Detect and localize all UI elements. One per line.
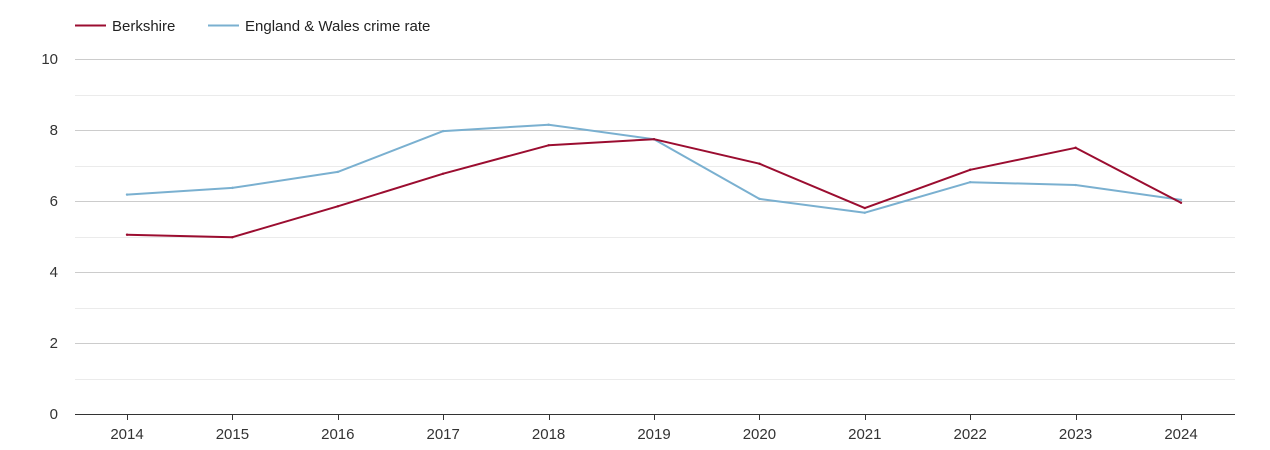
x-tick-label: 2017 — [427, 426, 460, 443]
gridlines — [75, 59, 1235, 380]
data-point-berkshire — [547, 144, 550, 147]
data-point-england-wales-crime-rate — [442, 129, 445, 133]
x-tick-label: 2016 — [321, 426, 354, 443]
data-point-berkshire — [125, 233, 129, 236]
series-line-berkshire — [126, 138, 1182, 239]
data-point-england-wales-crime-rate — [969, 180, 972, 184]
x-tick-label: 2024 — [1164, 426, 1197, 443]
y-axis: 0 2 4 6 8 10 — [41, 51, 58, 423]
y-tick-label: 4 — [50, 264, 58, 281]
data-point-england-wales-crime-rate — [547, 123, 550, 126]
y-tick-label: 8 — [50, 122, 58, 139]
x-tick-label: 2019 — [637, 426, 670, 443]
x-axis: 2014 2015 2016 2017 2018 2019 2020 2021 2022 2023… — [75, 414, 1235, 443]
series-line-england-wales-crime-rate — [126, 123, 1182, 214]
x-tick-label: 2022 — [954, 426, 987, 443]
y-tick-label: 6 — [50, 193, 58, 210]
legend-label: Berkshire — [112, 18, 175, 35]
x-tick-label: 2021 — [848, 426, 881, 443]
series-lines — [125, 123, 1183, 239]
x-tick-label: 2023 — [1059, 426, 1092, 443]
data-point-england-wales-crime-rate — [863, 211, 866, 214]
x-tick-label: 2020 — [743, 426, 776, 443]
data-point-england-wales-crime-rate — [125, 193, 129, 196]
y-tick-label: 10 — [41, 51, 58, 68]
legend: Berkshire England & Wales crime rate — [75, 18, 430, 35]
data-point-england-wales-crime-rate — [336, 170, 339, 174]
data-point-england-wales-crime-rate — [758, 197, 761, 201]
data-point-berkshire — [442, 172, 445, 175]
y-tick-label: 0 — [50, 406, 58, 423]
data-point-berkshire — [1179, 201, 1183, 204]
data-point-berkshire — [336, 205, 339, 208]
data-point-berkshire — [1074, 146, 1077, 149]
x-tick-label: 2015 — [216, 426, 249, 443]
data-point-berkshire — [863, 206, 866, 210]
x-tick-label: 2014 — [110, 426, 143, 443]
data-point-berkshire — [758, 162, 761, 165]
data-point-berkshire — [969, 168, 972, 171]
legend-label: England & Wales crime rate — [245, 18, 430, 35]
data-point-england-wales-crime-rate — [231, 186, 234, 190]
data-point-berkshire — [231, 236, 234, 239]
y-tick-label: 2 — [50, 335, 58, 352]
x-tick-label: 2018 — [532, 426, 565, 443]
data-point-england-wales-crime-rate — [1179, 198, 1183, 202]
data-point-berkshire — [652, 138, 656, 141]
data-point-england-wales-crime-rate — [1074, 183, 1077, 187]
